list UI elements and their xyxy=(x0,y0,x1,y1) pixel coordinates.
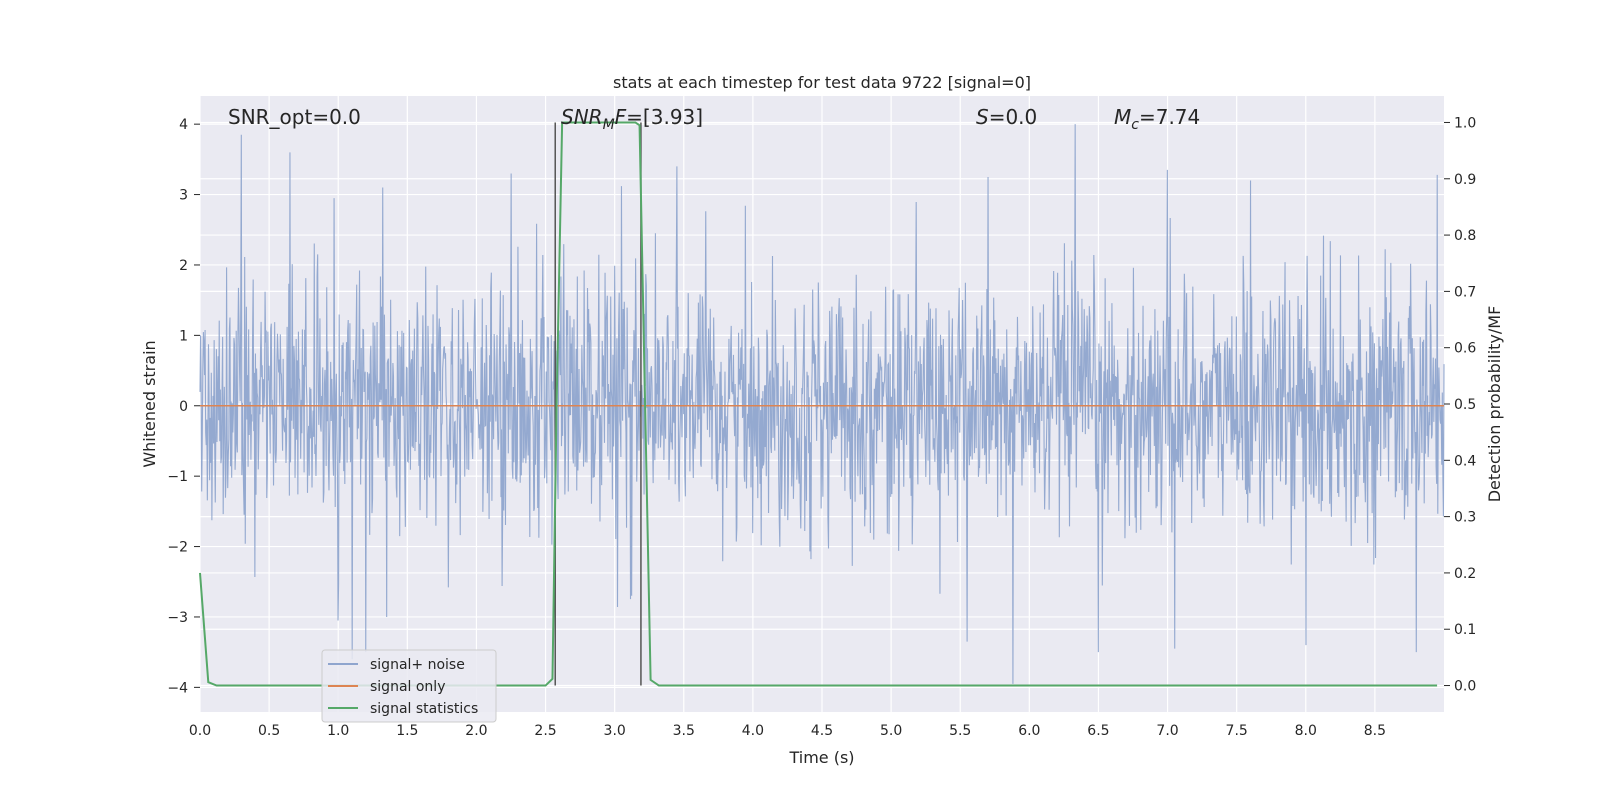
x-tick-label: 5.0 xyxy=(880,723,902,739)
y-right-tick-label: 0.2 xyxy=(1454,566,1476,582)
legend: signal+ noise signal only signal statist… xyxy=(321,649,497,723)
y-right-tick-label: 0.1 xyxy=(1454,622,1476,638)
signal-noise-series xyxy=(199,124,1445,684)
y-right-tick-label: 0.0 xyxy=(1454,679,1476,695)
y-right-tick-label: 0.3 xyxy=(1454,510,1476,526)
s-value: =0.0 xyxy=(989,105,1038,129)
grid xyxy=(199,96,1444,712)
s-annotation: S=0.0 xyxy=(976,105,1037,129)
y-right-tick-label: 0.8 xyxy=(1454,228,1476,244)
x-tick-label: 4.0 xyxy=(742,723,764,739)
y-right-tick-label: 0.6 xyxy=(1454,341,1476,357)
legend-label-signal-noise: signal+ noise xyxy=(370,657,465,673)
x-tick-label: 6.5 xyxy=(1087,723,1109,739)
x-tick-label: 5.5 xyxy=(949,723,971,739)
y-tick-label: 3 xyxy=(179,188,188,204)
x-tick-label: 0.5 xyxy=(258,723,280,739)
x-tick-label: 4.5 xyxy=(811,723,833,739)
snr-mf-sub: M xyxy=(603,117,615,133)
x-tick-label: 2.0 xyxy=(465,723,487,739)
y-tick-label: −4 xyxy=(167,680,188,696)
snr-mf-var: SNR xyxy=(561,105,603,129)
legend-box xyxy=(321,649,497,723)
x-tick-label: 1.0 xyxy=(327,723,349,739)
legend-label-signal-only: signal only xyxy=(370,679,445,695)
x-tick-label: 1.5 xyxy=(396,723,418,739)
y-tick-label: 2 xyxy=(179,258,188,274)
mc-value: =7.74 xyxy=(1139,105,1200,129)
y-tick-label: 4 xyxy=(179,117,188,133)
x-tick-label: 8.5 xyxy=(1364,723,1386,739)
x-tick-label: 7.5 xyxy=(1226,723,1248,739)
y-right-tick-label: 0.4 xyxy=(1454,453,1476,469)
snr-mf-value: =[3.93] xyxy=(626,105,703,129)
x-tick-label: 6.0 xyxy=(1018,723,1040,739)
y-tick-label: −1 xyxy=(167,469,188,485)
x-tick-label: 3.0 xyxy=(604,723,626,739)
y-tick-label: 1 xyxy=(179,328,188,344)
y-right-tick-label: 0.5 xyxy=(1454,397,1476,413)
chart-title: stats at each timestep for test data 972… xyxy=(613,73,1031,92)
y-axis-label: Whitened strain xyxy=(140,340,159,467)
x-tick-label: 8.0 xyxy=(1295,723,1317,739)
y-right-tick-label: 0.9 xyxy=(1454,172,1476,188)
s-var: S xyxy=(976,105,989,129)
legend-label-signal-statistics: signal statistics xyxy=(370,701,478,717)
y-right-axis-label: Detection probability/MF xyxy=(1485,306,1504,503)
y-right-tick-label: 0.7 xyxy=(1454,284,1476,300)
x-tick-label: 0.0 xyxy=(189,723,211,739)
y-tick-label: −2 xyxy=(167,540,188,556)
y-tick-label: −3 xyxy=(167,610,188,626)
snr-mf-annotation: SNRMF=[3.93] xyxy=(561,105,703,133)
mc-var: M xyxy=(1114,105,1131,129)
x-tick-label: 7.0 xyxy=(1156,723,1178,739)
snr-mf-var2: F xyxy=(615,105,627,129)
snr-opt-annotation: SNR_opt=0.0 xyxy=(228,105,361,129)
mc-annotation: Mc=7.74 xyxy=(1114,105,1200,133)
y-tick-label: 0 xyxy=(179,399,188,415)
signal-noise-line xyxy=(199,124,1445,684)
y-right-tick-label: 1.0 xyxy=(1454,115,1476,131)
ticks: 0.0 0.5 1.0 1.5 2.0 2.5 3.0 3.5 4.0 4.5 5.0 5.5 6.0 6… xyxy=(167,115,1476,739)
x-axis-label: Time (s) xyxy=(788,748,854,767)
x-tick-label: 3.5 xyxy=(673,723,695,739)
mc-sub: c xyxy=(1131,117,1139,133)
x-tick-label: 2.5 xyxy=(534,723,556,739)
